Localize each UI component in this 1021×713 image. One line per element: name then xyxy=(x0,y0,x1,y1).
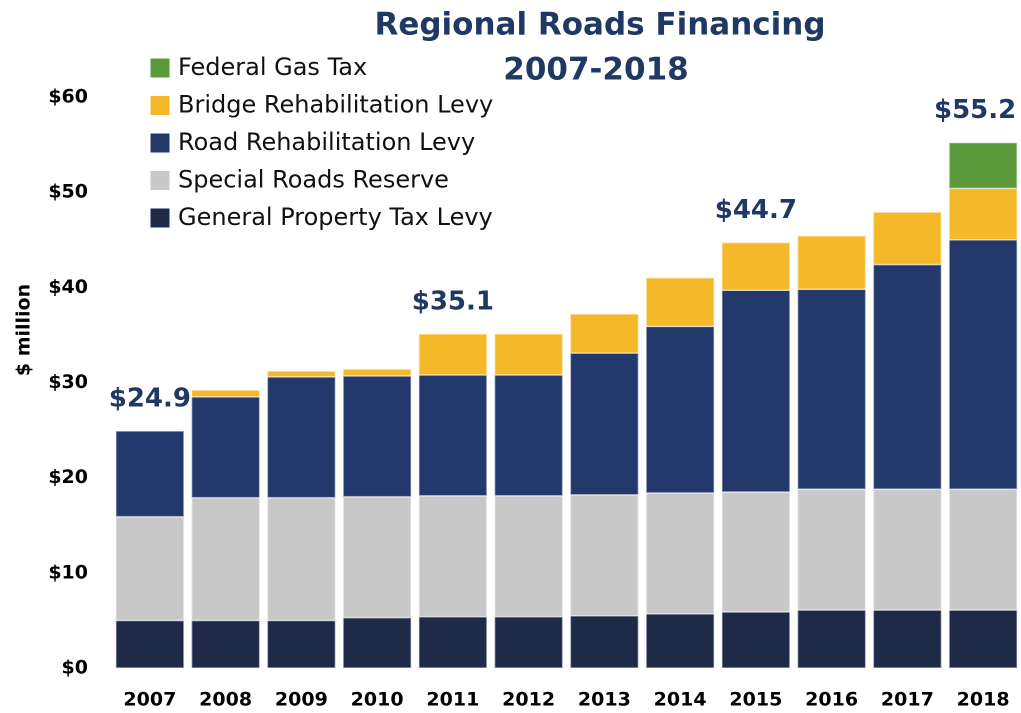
legend-label: Federal Gas Tax xyxy=(178,53,367,81)
legend-swatch xyxy=(149,170,171,191)
x-tick-label: 2011 xyxy=(426,689,479,711)
legend-label: Special Roads Reserve xyxy=(178,166,449,194)
bar-segment xyxy=(721,611,791,669)
legend-swatch xyxy=(149,95,171,116)
bar-segment xyxy=(948,141,1018,190)
bar-segment xyxy=(115,619,185,669)
total-label: $24.9 xyxy=(109,384,191,414)
y-axis-label: $ million xyxy=(13,284,35,376)
bar-segment xyxy=(115,430,185,518)
x-tick-label: 2010 xyxy=(351,689,404,711)
x-tick-label: 2008 xyxy=(199,689,252,711)
x-tick-label: 2007 xyxy=(123,689,176,711)
y-tick-label: $60 xyxy=(48,86,88,108)
bar-segment xyxy=(418,494,488,618)
bar-segment xyxy=(872,211,943,266)
bar-segment xyxy=(266,619,337,669)
bar-segment xyxy=(872,263,943,490)
chart-title: Regional Roads Financing xyxy=(374,7,825,43)
total-label: $35.1 xyxy=(412,286,494,316)
bar-segment xyxy=(948,239,1018,490)
legend-label: Road Rehabilitation Levy xyxy=(178,128,475,156)
bar-segment xyxy=(569,614,640,669)
y-tick-label: $40 xyxy=(48,276,88,298)
bar-segment xyxy=(115,515,185,622)
bar-segment xyxy=(721,241,791,291)
legend-swatch xyxy=(149,207,171,229)
bar-segment xyxy=(948,488,1018,611)
bar-segment xyxy=(796,488,867,611)
bar-segment xyxy=(872,609,943,669)
bar-segment xyxy=(342,375,412,498)
legend-swatch xyxy=(149,57,171,79)
bar-segment xyxy=(948,187,1018,241)
total-label: $44.7 xyxy=(715,195,797,225)
bar-segment xyxy=(948,609,1018,669)
bar-segment xyxy=(645,613,715,669)
bar-segment xyxy=(796,235,867,290)
bar-segment xyxy=(872,488,943,611)
x-tick-label: 2013 xyxy=(578,689,631,711)
bar-segment xyxy=(190,496,261,622)
total-label: $55.2 xyxy=(934,95,1016,125)
bar-segment xyxy=(418,615,488,669)
bar-segment xyxy=(493,494,564,618)
y-tick-label: $0 xyxy=(62,657,88,679)
bar-segment xyxy=(418,374,488,497)
x-tick-label: 2009 xyxy=(275,689,328,711)
bar-segment xyxy=(645,325,715,494)
bar-segment xyxy=(569,352,640,496)
y-tick-label: $50 xyxy=(48,181,88,203)
x-tick-label: 2014 xyxy=(654,689,707,711)
x-tick-label: 2016 xyxy=(805,689,858,711)
bar-segment xyxy=(418,333,488,376)
bar-segment xyxy=(493,374,564,497)
bar-segment xyxy=(190,389,261,398)
bar-segment xyxy=(342,368,412,377)
bar-segment xyxy=(645,277,715,328)
y-tick-label: $20 xyxy=(48,466,88,488)
legend-label: Bridge Rehabilitation Levy xyxy=(178,91,493,119)
bar-segment xyxy=(342,616,412,669)
bar-segment xyxy=(266,376,337,499)
y-tick-label: $30 xyxy=(48,371,88,393)
bar-segment xyxy=(721,491,791,613)
bar-segment xyxy=(493,333,564,376)
x-tick-label: 2012 xyxy=(502,689,555,711)
bar-segment xyxy=(493,615,564,669)
chart-subtitle: 2007-2018 xyxy=(503,52,688,88)
bar-segment xyxy=(569,494,640,617)
x-tick-label: 2018 xyxy=(957,689,1010,711)
bar-segment xyxy=(342,495,412,619)
bar-segment xyxy=(796,609,867,669)
x-tick-label: 2017 xyxy=(881,689,934,711)
bar-segment xyxy=(721,289,791,493)
bar-segment xyxy=(569,313,640,354)
bar-segment xyxy=(190,396,261,499)
legend-swatch xyxy=(149,132,171,154)
y-tick-label: $10 xyxy=(48,561,88,583)
bar-segment xyxy=(266,496,337,622)
x-tick-label: 2015 xyxy=(729,689,782,711)
bar-segment xyxy=(190,619,261,669)
bar-segment xyxy=(796,288,867,490)
bar-segment xyxy=(266,370,337,378)
legend-label: General Property Tax Levy xyxy=(178,203,493,231)
bar-segment xyxy=(645,492,715,615)
